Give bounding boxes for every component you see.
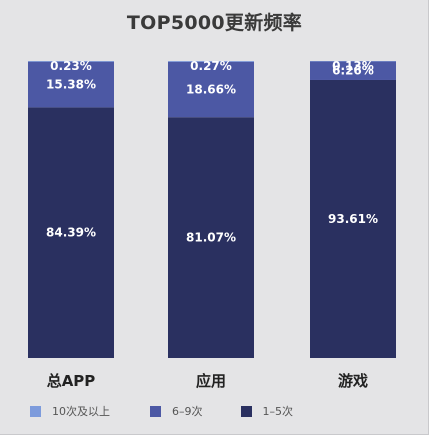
data-label: 15.38% — [46, 78, 96, 92]
bar-segment — [28, 61, 114, 62]
bar-segment — [168, 61, 254, 62]
legend-item: 6–9次 — [150, 403, 203, 419]
legend-label: 6–9次 — [172, 405, 203, 418]
bar-segment — [310, 61, 396, 80]
chart-title: TOP5000更新频率 — [126, 12, 303, 34]
data-label: 6.26% — [332, 64, 374, 78]
chart-legend: 10次及以上 6–9次 1–5次 — [30, 403, 293, 419]
data-label: 84.39% — [46, 226, 96, 240]
legend-swatch — [150, 405, 161, 417]
legend-item: 10次及以上 — [30, 403, 110, 419]
bar-segment — [28, 61, 114, 108]
category-label: 游戏 — [338, 372, 368, 390]
bar-segment — [28, 107, 114, 359]
legend-label: 1–5次 — [262, 405, 294, 418]
bar-segment — [168, 61, 254, 118]
category-label: 应用 — [196, 372, 226, 390]
stacked-bar-chart: 84.39% 15.38% 0.23% 总APP 81.07% 18.66% 0.27% 应用… — [28, 59, 396, 390]
bar-segment — [310, 79, 396, 358]
legend-item: 1–5次 — [240, 403, 294, 419]
bar-segment — [168, 117, 254, 358]
data-label: 0.27% — [190, 59, 232, 73]
data-label: 0.23% — [50, 59, 92, 73]
legend-swatch — [30, 405, 41, 417]
data-label: 18.66% — [186, 83, 236, 97]
category-label: 总APP — [47, 372, 96, 390]
data-label: 93.61% — [328, 212, 378, 226]
data-label: 81.07% — [186, 231, 236, 245]
legend-swatch — [240, 405, 252, 417]
legend-label: 10次及以上 — [52, 405, 110, 418]
data-label: 0.13% — [332, 59, 374, 73]
